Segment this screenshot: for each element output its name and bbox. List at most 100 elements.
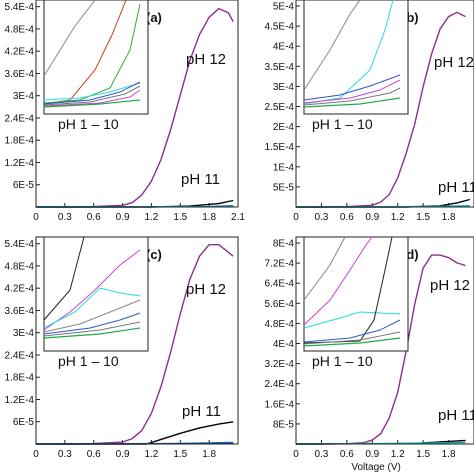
x-tick-label: 1.8 — [442, 449, 456, 460]
inset-c: pH 1 – 10 — [43, 236, 149, 369]
series-line-c-1 — [36, 421, 234, 445]
x-axis-label: Voltage (V) — [351, 462, 400, 473]
panel-label-c: (c) — [146, 247, 162, 262]
x-tick-label: 0.3 — [58, 449, 72, 460]
x-tick-label: 0.3 — [314, 212, 328, 223]
inset-a: pH 1 – 10 — [43, 0, 149, 132]
y-tick-label: 5.6E-4 — [265, 299, 295, 310]
y-tick-label: 2E-4 — [273, 122, 295, 133]
inset-line — [43, 312, 141, 335]
x-tick-label: 1.2 — [144, 212, 158, 223]
x-tick-label: 0.3 — [58, 212, 72, 223]
inset-frame-d — [303, 236, 409, 352]
inset-line — [43, 81, 141, 105]
x-tick-label: 0.9 — [365, 212, 379, 223]
x-tick-label: 1.2 — [144, 449, 158, 460]
x-tick-label: 0 — [293, 449, 299, 460]
x-tick-label: 1.5 — [173, 449, 187, 460]
inset-line — [303, 87, 401, 106]
y-tick-label: 6.4E-4 — [265, 279, 295, 290]
y-tick-label: 5E-5 — [273, 182, 295, 193]
y-tick-label: 3.6E-4 — [5, 69, 35, 80]
inset-d: pH 1 – 10 — [303, 236, 409, 369]
x-tick-label: 0.3 — [314, 449, 328, 460]
x-tick-label: 1.5 — [173, 212, 187, 223]
y-tick-label: 2.4E-4 — [5, 350, 35, 361]
y-tick-label: 8E-5 — [273, 419, 295, 430]
plot-frame-a — [35, 0, 239, 208]
inset-line — [43, 99, 141, 108]
y-tick-label: 4.5E-4 — [265, 22, 295, 33]
inset-line — [303, 236, 346, 301]
y-tick-label: 3.2E-4 — [265, 359, 295, 370]
x-tick-label: 0.9 — [365, 449, 379, 460]
y-tick-label: 3E-4 — [13, 328, 35, 339]
y-tick-label: 4.8E-4 — [5, 261, 35, 272]
inset-line — [43, 321, 141, 337]
inset-line — [43, 299, 141, 333]
annotation-ph11-a: pH 11 — [181, 171, 220, 188]
x-tick-label: 1.2 — [391, 449, 405, 460]
x-tick-label: 1.5 — [416, 212, 430, 223]
y-tick-label: 3E-4 — [273, 82, 295, 93]
y-tick-label: 8E-4 — [273, 239, 295, 250]
x-tick-label: 0.6 — [87, 449, 101, 460]
inset-line — [303, 0, 361, 91]
annotation-ph12-d: pH 12 — [430, 277, 470, 294]
y-tick-label: 4.2E-4 — [5, 284, 35, 295]
y-tick-label: 1.2E-4 — [5, 158, 35, 169]
x-tick-label: 0 — [293, 212, 299, 223]
inset-label-d: pH 1 – 10 — [312, 353, 373, 369]
x-tick-label: 0.9 — [116, 449, 130, 460]
y-tick-label: 3.6E-4 — [5, 306, 35, 317]
x-tick-label: 1.5 — [416, 449, 430, 460]
y-tick-label: 3.5E-4 — [265, 62, 295, 73]
y-tick-label: 1E-4 — [273, 162, 295, 173]
y-tick-label: 1.2E-4 — [5, 395, 35, 406]
inset-line — [303, 337, 401, 347]
y-tick-label: 1.6E-4 — [265, 399, 295, 410]
y-tick-label: 5.4E-4 — [5, 239, 35, 250]
y-tick-label: 3E-4 — [13, 91, 35, 102]
y-tick-label: 6E-5 — [13, 180, 35, 191]
inset-line — [43, 287, 141, 329]
y-tick-label: 1.8E-4 — [5, 136, 35, 147]
y-tick-label: 4.2E-4 — [5, 47, 35, 58]
y-tick-label: 4.8E-4 — [5, 24, 35, 35]
x-tick-label: 0 — [33, 449, 39, 460]
y-tick-label: 4E-4 — [273, 339, 295, 350]
annotation-ph11-b: pH 11 — [438, 179, 474, 196]
inset-b: pH 1 – 10 — [303, 0, 409, 132]
annotation-ph11-c: pH 11 — [182, 403, 221, 420]
inset-line — [43, 327, 141, 339]
panel-label-a: (a) — [146, 10, 162, 25]
y-tick-label: 7.2E-4 — [265, 259, 295, 270]
series-line-a-0 — [36, 7, 234, 208]
y-tick-label: 2.5E-4 — [265, 102, 295, 113]
x-tick-label: 2.1 — [231, 212, 245, 223]
inset-line — [303, 331, 401, 345]
x-tick-label: 0 — [33, 212, 39, 223]
inset-line — [43, 89, 141, 107]
x-tick-label: 1.8 — [202, 449, 216, 460]
y-tick-label: 6E-5 — [13, 417, 35, 428]
y-tick-label: 4E-4 — [273, 42, 295, 53]
series-line-c-0 — [36, 243, 234, 445]
y-tick-label: 4.8E-4 — [265, 319, 295, 330]
inset-line — [43, 3, 141, 104]
inset-label-a: pH 1 – 10 — [58, 116, 119, 132]
inset-label-b: pH 1 – 10 — [312, 116, 373, 132]
y-tick-label: 5E-4 — [273, 2, 295, 13]
annotation-ph12-a: pH 12 — [186, 51, 226, 68]
y-tick-label: 1.8E-4 — [5, 373, 35, 384]
inset-line — [303, 74, 401, 101]
inset-line — [303, 97, 401, 108]
annotation-ph11-d: pH 11 — [438, 407, 474, 424]
inset-line — [43, 0, 96, 77]
inset-line — [303, 311, 401, 329]
x-tick-label: 0.6 — [87, 212, 101, 223]
plot-frame-b — [295, 0, 474, 208]
x-tick-label: 0.9 — [116, 212, 130, 223]
inset-line — [43, 249, 141, 331]
